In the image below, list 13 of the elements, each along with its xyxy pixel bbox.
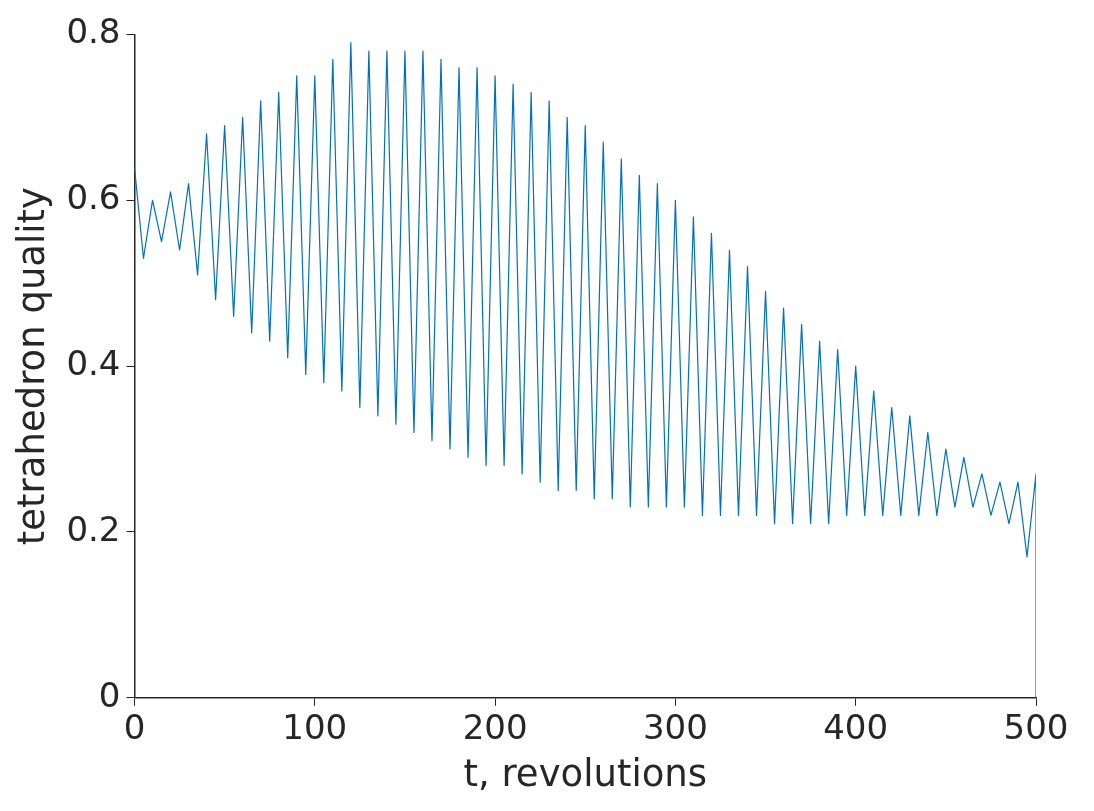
y-tick-label: 0.4 (66, 342, 121, 383)
y-tick-label: 0 (98, 674, 121, 715)
x-tick-label: 400 (823, 707, 889, 748)
x-tick-label: 100 (282, 707, 348, 748)
x-tick-label: 500 (1003, 707, 1069, 748)
x-axis-title: t, revolutions (463, 752, 708, 796)
x-tick-label: 200 (462, 707, 528, 748)
y-tick-label: 0.2 (66, 508, 121, 549)
y-axis-title: tetrahedron quality (9, 187, 53, 546)
x-tick-label: 300 (642, 707, 708, 748)
x-tick-label: 0 (123, 707, 146, 748)
y-tick-label: 0.8 (66, 11, 121, 52)
y-tick-label: 0.6 (66, 177, 121, 218)
